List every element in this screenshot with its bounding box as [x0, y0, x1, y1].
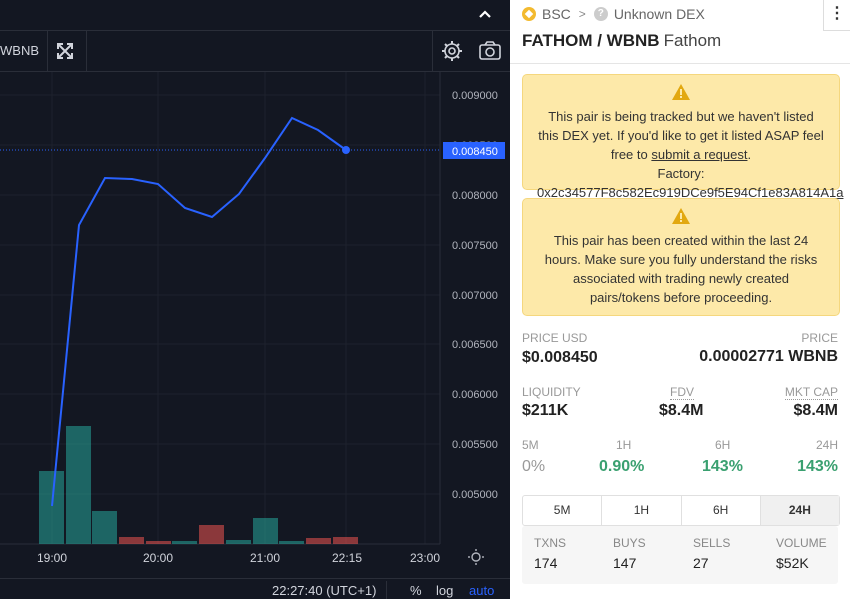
current-price-label: 0.008450 — [452, 146, 498, 158]
volume-bar — [66, 426, 91, 544]
chain-link[interactable]: BSC — [542, 6, 571, 22]
tab-6h[interactable]: 6H — [682, 496, 761, 525]
price-line — [51, 116, 347, 507]
price-label: PRICE — [801, 331, 838, 345]
warning-icon — [672, 208, 690, 224]
camera-icon[interactable] — [470, 31, 510, 71]
txns-value: 174 — [534, 555, 558, 571]
auto-scale-toggle[interactable]: auto — [469, 583, 495, 598]
warning-icon — [672, 84, 690, 100]
txns-stats: TXNS 174 BUYS 147 SELLS 27 VOLUME $52K — [522, 526, 838, 584]
time-axis-label: 22:15 — [332, 551, 362, 565]
breadcrumb: BSC > ? Unknown DEX — [522, 6, 705, 22]
change-value-5m: 0% — [522, 458, 546, 475]
sells-value: 27 — [693, 555, 709, 571]
new-pair-warning: This pair has been created within the la… — [522, 198, 840, 316]
change-value-1h: 0.90% — [599, 458, 645, 475]
txns-label: TXNS — [534, 536, 567, 550]
volume-bar — [119, 537, 144, 544]
fullscreen-icon[interactable] — [44, 31, 87, 71]
timeframe-tabs: 5M 1H 6H 24H — [522, 495, 840, 526]
fdv-value: $8.4M — [659, 402, 704, 419]
volume-bar — [199, 525, 224, 544]
volume-bar — [306, 538, 331, 544]
sun-icon[interactable] — [468, 549, 484, 565]
buys-value: 147 — [613, 555, 637, 571]
time-axis-label: 20:00 — [143, 551, 173, 565]
tab-5m[interactable]: 5M — [523, 496, 603, 525]
price-usd-value: $0.008450 — [522, 349, 598, 366]
clock-label: 22:27:40 (UTC+1) — [272, 583, 377, 598]
unknown-dex-icon: ? — [593, 7, 608, 21]
price-axis-label: 0.008000 — [452, 190, 498, 202]
chart-toolbar: WBNB — [0, 31, 510, 72]
change-label-1h: 1H — [616, 438, 632, 452]
liquidity-value: $211K — [522, 402, 569, 419]
change-label-5m: 5M — [522, 438, 539, 452]
price-chart[interactable]: 0.009000 0.008500 0.008000 0.007500 0.00… — [0, 72, 510, 578]
change-label-24h: 24H — [815, 438, 838, 452]
percent-scale-toggle[interactable]: % — [410, 583, 422, 598]
volume-value: $52K — [776, 555, 809, 571]
price-axis-label: 0.007500 — [452, 240, 498, 252]
last-price-dot — [342, 146, 350, 154]
volume-bar — [172, 541, 197, 544]
volume-bar — [146, 541, 171, 544]
volume-label: VOLUME — [776, 536, 827, 550]
volume-bar — [333, 537, 358, 544]
mktcap-value: $8.4M — [793, 402, 838, 419]
pair-title: FATHOM / WBNB Fathom — [522, 31, 721, 51]
token-name: Fathom — [663, 31, 722, 50]
volume-bar — [226, 540, 251, 544]
change-value-24h: 143% — [797, 458, 838, 475]
untracked-dex-warning: This pair is being tracked but we haven'… — [522, 74, 843, 200]
chart-bottom-bar: 22:27:40 (UTC+1) % log auto — [0, 578, 510, 600]
volume-bar — [279, 541, 304, 544]
chevron-right-icon: > — [578, 7, 586, 21]
price-axis-label: 0.009000 — [452, 90, 498, 102]
price-axis-label: 0.006500 — [452, 339, 498, 351]
time-axis-label: 19:00 — [37, 551, 67, 565]
sells-label: SELLS — [693, 536, 731, 550]
chevron-up-icon[interactable] — [474, 4, 496, 26]
price-usd-label: PRICE USD — [522, 331, 588, 345]
change-label-6h: 6H — [715, 438, 731, 452]
submit-request-link[interactable]: submit a request — [651, 147, 748, 162]
warning-text: This pair is being tracked but we haven'… — [538, 109, 824, 162]
price-value: 0.00002771 WBNB — [699, 348, 838, 365]
price-axis-label: 0.007000 — [452, 290, 498, 302]
mktcap-label: MKT CAP — [784, 385, 838, 400]
more-menu-icon[interactable]: ⋮ — [823, 0, 850, 31]
current-price-tag — [443, 142, 505, 159]
factory-address-link[interactable]: 0x2c34577F8c582Ec919DCe9f5E94Cf1e83A814A… — [537, 185, 844, 200]
bnb-chain-icon — [522, 7, 536, 21]
time-axis-label: 23:00 — [410, 551, 440, 565]
factory-address: Factory: 0x2c34577F8c582Ec919DCe9f5E94Cf… — [537, 166, 844, 200]
gear-icon[interactable] — [432, 31, 471, 71]
tab-1h[interactable]: 1H — [602, 496, 682, 525]
pair-info-panel: BSC > ? Unknown DEX ⋮ FATHOM / WBNB Fatho… — [510, 0, 850, 599]
time-axis-label: 21:00 — [250, 551, 280, 565]
pair-symbol: FATHOM / WBNB — [522, 31, 660, 50]
liquidity-label: LIQUIDITY — [522, 385, 581, 399]
chart-panel[interactable]: WBNB — [0, 0, 510, 599]
price-axis-label: 0.006000 — [452, 389, 498, 401]
fdv-label: FDV — [670, 385, 694, 400]
change-value-6h: 143% — [702, 458, 743, 475]
log-scale-toggle[interactable]: log — [436, 583, 454, 598]
price-axis-label: 0.005500 — [452, 439, 498, 451]
volume-bar — [92, 511, 117, 544]
warning-text: This pair has been created within the la… — [544, 233, 818, 305]
tab-24h[interactable]: 24H — [760, 496, 839, 525]
price-axis-label: 0.005000 — [452, 489, 498, 501]
dex-link[interactable]: Unknown DEX — [613, 6, 705, 22]
volume-bar — [253, 518, 278, 544]
symbol-label[interactable]: WBNB — [0, 31, 48, 71]
volume-bar — [39, 471, 64, 544]
chart-topbar — [0, 0, 510, 31]
buys-label: BUYS — [613, 536, 646, 550]
